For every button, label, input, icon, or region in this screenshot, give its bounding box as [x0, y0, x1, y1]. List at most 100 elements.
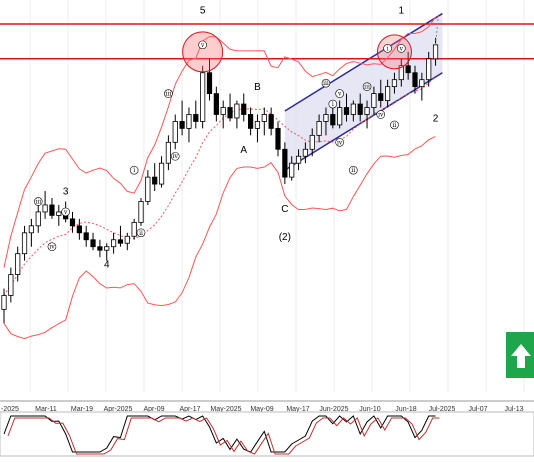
wave-label: 2: [433, 113, 439, 124]
subcount-text: i: [133, 167, 135, 174]
subcount-circle: [170, 151, 180, 161]
subcount-circle: [390, 120, 399, 130]
upper-band: [3, 16, 436, 268]
wave-subcount-label: iv: [47, 242, 57, 252]
subcount-text: iii: [323, 80, 329, 87]
candle-body: [350, 103, 356, 115]
candle-body: [309, 134, 315, 150]
wave-label: 4: [104, 260, 110, 271]
subcount-text: i: [387, 45, 389, 52]
candle-body: [83, 232, 89, 241]
wave-label: A: [240, 145, 247, 156]
subcount-text: ii: [351, 167, 355, 174]
wave-subcount-label: iv: [335, 138, 344, 147]
wave-subcount-label: v: [198, 40, 207, 50]
wave-label: 3: [63, 187, 69, 198]
wave-label: (2): [279, 232, 291, 243]
wave-subcount-label: ii: [390, 120, 399, 130]
candle-body: [76, 225, 82, 234]
subcount-text: v: [200, 42, 205, 49]
candle-body: [419, 79, 425, 88]
subcount-text: i: [332, 101, 334, 108]
candle-body: [213, 93, 219, 115]
subcount-text: iv: [173, 153, 179, 160]
candle-body: [179, 121, 185, 129]
wave-top-highlight: [376, 34, 412, 70]
wave-subcount-label: i: [383, 44, 392, 53]
x-tick-label: Jul-07: [468, 406, 487, 413]
subcount-text: iv: [49, 244, 55, 251]
wave-subcount-label: i: [129, 165, 139, 175]
subcount-text: v: [399, 45, 404, 52]
candle-body: [371, 93, 377, 108]
candle-body: [206, 72, 213, 95]
candle-body: [302, 148, 309, 157]
subcount-circle: [362, 82, 372, 91]
candle-body: [117, 239, 124, 244]
wave-subcount-label: iii: [164, 89, 173, 98]
subcount-text: iv: [378, 111, 384, 118]
subcount-text: iii: [166, 91, 172, 98]
arrow-shape: [511, 344, 531, 368]
candle-body: [316, 121, 322, 136]
x-tick-label: Apr-09: [143, 406, 164, 413]
oscillator-panel: [0, 411, 534, 457]
subcount-circle: [164, 89, 173, 98]
candle-body: [398, 65, 404, 81]
candle-body: [42, 204, 48, 213]
candle-body: [295, 155, 302, 164]
candle-body: [234, 103, 240, 119]
candle-body: [384, 86, 391, 101]
x-tick-label: May-17: [286, 406, 309, 413]
subcount-circle: [321, 78, 331, 88]
wave-subcount-label: iii: [362, 82, 372, 91]
subcount-text: iv: [337, 139, 343, 146]
candle-body: [405, 65, 411, 74]
up-arrow-icon: [506, 332, 534, 378]
x-tick-label: Jul-2025: [429, 406, 456, 413]
candle-body: [357, 103, 363, 115]
x-tick-label: Apr-17: [179, 406, 200, 413]
x-tick-label: -2025: [1, 406, 19, 413]
x-tick-label: Mar-11: [35, 406, 57, 413]
candle-body: [104, 246, 110, 251]
subcount-circle: [129, 165, 139, 175]
candle-body: [172, 121, 178, 143]
x-tick-label: Jun-18: [395, 406, 417, 413]
candle-body: [337, 107, 343, 126]
wave-subcount-label: iii: [33, 197, 43, 206]
candle-body: [138, 201, 144, 223]
wave-subcount-label: iv: [170, 151, 180, 161]
wave-subcount-label: ii: [136, 228, 146, 238]
candle-body: [1, 295, 7, 310]
wave-label: C: [281, 204, 288, 215]
subcount-text: iii: [364, 84, 370, 91]
subcount-circle: [198, 40, 207, 50]
candle-body: [275, 127, 281, 150]
candle-body: [323, 114, 329, 122]
subcount-text: v: [63, 209, 68, 216]
wave-subcount-label: v: [335, 89, 344, 98]
candle-body: [391, 79, 398, 88]
candle-body: [49, 204, 55, 216]
subcount-circle: [33, 197, 43, 206]
candle-body: [330, 114, 336, 126]
candle-body: [97, 246, 103, 251]
candle-body: [378, 93, 384, 101]
candle-body: [35, 211, 41, 227]
candle-body: [124, 235, 130, 244]
candles: [1, 37, 439, 324]
candle-body: [15, 253, 21, 275]
x-tick-label: Jun-10: [359, 406, 381, 413]
candle-body: [131, 221, 137, 237]
candle-body: [412, 72, 418, 88]
subcount-text: ii: [139, 230, 143, 237]
x-tick-label: Apr-2025: [104, 406, 133, 413]
subcount-circle: [328, 99, 338, 109]
oscillator-signal-line: [7, 417, 440, 455]
x-tick-label: May-2025: [210, 406, 241, 413]
subcount-circle: [383, 44, 392, 53]
candle-body: [227, 107, 233, 119]
